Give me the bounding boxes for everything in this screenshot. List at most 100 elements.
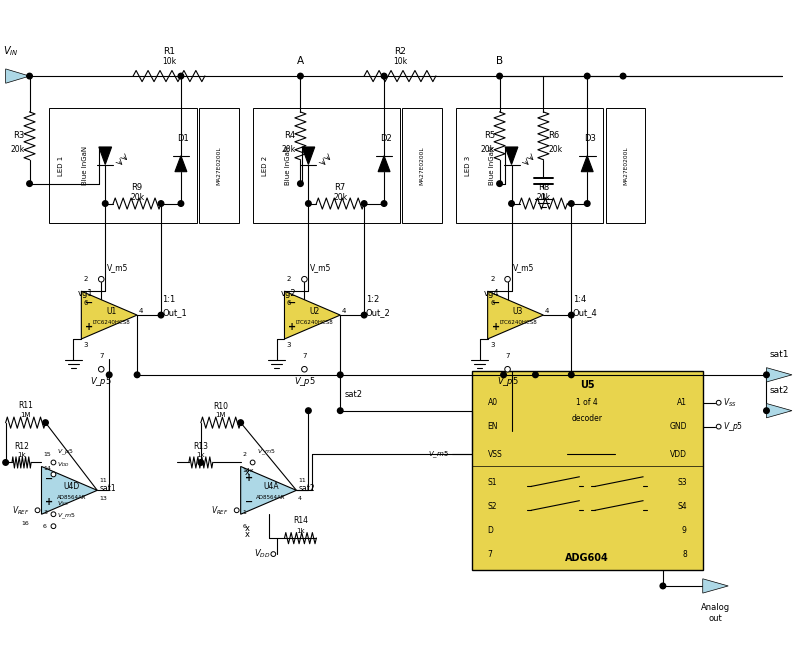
- Circle shape: [569, 312, 574, 318]
- Text: 13: 13: [99, 496, 106, 501]
- Circle shape: [134, 372, 140, 378]
- Text: 1 of 4: 1 of 4: [576, 398, 598, 408]
- Text: Analog
out: Analog out: [701, 604, 730, 623]
- Text: R7: R7: [334, 183, 346, 192]
- Circle shape: [382, 73, 387, 79]
- Text: AD8564AR: AD8564AR: [256, 495, 286, 500]
- Text: $V_{REF}$: $V_{REF}$: [211, 504, 229, 516]
- Text: R1: R1: [163, 47, 175, 56]
- Text: U2: U2: [310, 307, 320, 315]
- Circle shape: [302, 366, 307, 372]
- Circle shape: [98, 276, 104, 282]
- Text: sat2: sat2: [770, 386, 789, 395]
- Text: 4: 4: [545, 308, 550, 314]
- Text: D2: D2: [381, 133, 392, 143]
- Polygon shape: [505, 147, 518, 165]
- Text: VDD: VDD: [670, 450, 687, 459]
- Text: vg2: vg2: [281, 289, 297, 298]
- Text: 1k: 1k: [197, 452, 205, 458]
- Polygon shape: [302, 147, 314, 165]
- Text: 7: 7: [99, 354, 103, 360]
- Text: $V\_m5$: $V\_m5$: [257, 448, 275, 457]
- Text: 14x: 14x: [242, 468, 254, 473]
- Bar: [456, 108, 603, 223]
- Polygon shape: [702, 579, 728, 593]
- Text: R3: R3: [14, 131, 25, 140]
- Text: 7: 7: [506, 354, 510, 360]
- Text: −: −: [288, 298, 297, 308]
- Text: 4: 4: [138, 308, 143, 314]
- Text: MA27E0200L: MA27E0200L: [420, 146, 425, 185]
- Text: 20k: 20k: [548, 145, 562, 154]
- Text: 20k: 20k: [130, 193, 144, 201]
- Text: 1:1: 1:1: [162, 295, 176, 303]
- Text: sat2: sat2: [344, 390, 362, 400]
- Circle shape: [585, 201, 590, 206]
- Circle shape: [271, 552, 276, 556]
- Text: 20k: 20k: [536, 193, 550, 201]
- Bar: [402, 108, 442, 223]
- Text: 1M: 1M: [20, 412, 31, 418]
- Text: $V\_p5$: $V\_p5$: [294, 375, 315, 388]
- Text: $V\_p5$: $V\_p5$: [90, 375, 112, 388]
- Circle shape: [42, 420, 48, 426]
- Text: −: −: [245, 498, 253, 508]
- Text: −: −: [491, 298, 500, 308]
- Text: D: D: [488, 526, 494, 535]
- Text: R5: R5: [484, 131, 495, 140]
- Circle shape: [234, 508, 239, 513]
- Text: 1:2: 1:2: [366, 295, 379, 303]
- Text: U1: U1: [106, 307, 117, 315]
- Polygon shape: [285, 291, 340, 339]
- Circle shape: [102, 201, 108, 206]
- Circle shape: [26, 73, 32, 79]
- Text: LED 1: LED 1: [58, 155, 65, 176]
- Text: 20k: 20k: [10, 145, 25, 154]
- Text: 3: 3: [490, 342, 494, 348]
- Text: 8: 8: [682, 550, 687, 558]
- Circle shape: [158, 312, 164, 318]
- Circle shape: [509, 201, 514, 206]
- Text: 6: 6: [287, 300, 291, 306]
- Text: 2: 2: [242, 452, 246, 457]
- Text: 11: 11: [298, 478, 306, 484]
- Text: D1: D1: [178, 133, 189, 143]
- Circle shape: [362, 201, 367, 206]
- Text: EN: EN: [488, 422, 498, 431]
- Text: U4D: U4D: [64, 482, 80, 491]
- Text: 6: 6: [84, 300, 88, 306]
- Text: 1: 1: [242, 510, 246, 515]
- Polygon shape: [82, 291, 137, 339]
- Text: sat1: sat1: [770, 350, 789, 359]
- Circle shape: [158, 201, 164, 206]
- Text: 6: 6: [43, 524, 47, 529]
- Text: U4A: U4A: [263, 482, 278, 491]
- Text: R4: R4: [285, 131, 296, 140]
- Circle shape: [362, 312, 367, 318]
- Text: $V_{DD}$: $V_{DD}$: [254, 548, 270, 560]
- Text: S3: S3: [677, 478, 687, 487]
- FancyBboxPatch shape: [472, 371, 702, 570]
- Text: 3: 3: [84, 342, 88, 348]
- Circle shape: [585, 73, 590, 79]
- Text: 3: 3: [287, 342, 291, 348]
- Circle shape: [51, 460, 56, 465]
- Text: S4: S4: [677, 502, 687, 511]
- Text: 3: 3: [43, 510, 47, 515]
- Text: LTC6240HCS8: LTC6240HCS8: [93, 319, 130, 325]
- Text: vg1: vg1: [78, 289, 94, 298]
- Circle shape: [238, 420, 243, 426]
- Polygon shape: [99, 147, 112, 165]
- Text: 20k: 20k: [333, 193, 347, 201]
- Text: sat1: sat1: [100, 484, 116, 494]
- Text: $V_{SS}$: $V_{SS}$: [722, 396, 737, 409]
- Text: 4: 4: [298, 496, 302, 501]
- Text: V_m5: V_m5: [513, 263, 534, 271]
- Text: 1k: 1k: [296, 528, 305, 534]
- Circle shape: [569, 372, 574, 378]
- Text: −: −: [86, 298, 94, 308]
- Text: +: +: [86, 322, 94, 332]
- Polygon shape: [582, 155, 593, 171]
- Text: R12: R12: [14, 442, 29, 451]
- Text: x: x: [245, 468, 250, 478]
